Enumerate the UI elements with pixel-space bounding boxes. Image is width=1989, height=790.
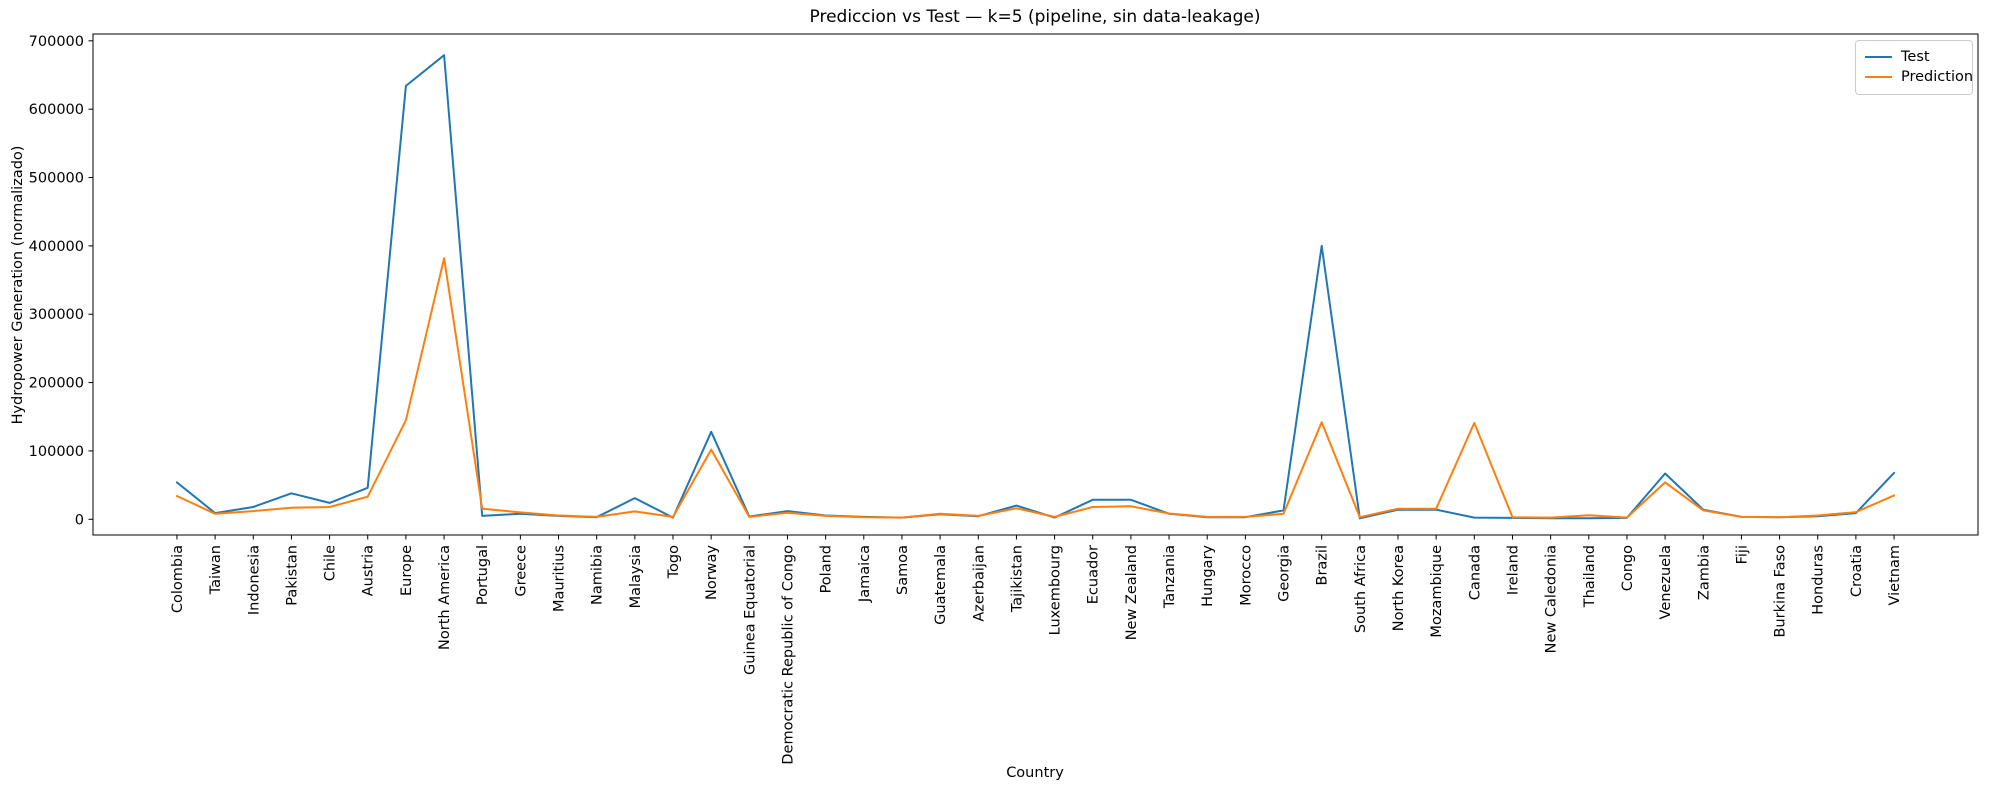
x-tick-label: Mozambique	[1429, 545, 1445, 638]
legend-item-test: Test	[1865, 47, 1963, 67]
legend-label-prediction: Prediction	[1901, 69, 1974, 85]
x-tick-label: Ireland	[1505, 545, 1521, 595]
x-tick-label: Croatia	[1849, 545, 1865, 597]
x-tick-label: Congo	[1620, 545, 1636, 591]
legend: Test Prediction	[1855, 40, 1973, 95]
x-tick-label: Luxembourg	[1048, 545, 1064, 635]
x-tick-label: Norway	[704, 545, 720, 600]
x-tick-label: Brazil	[1315, 545, 1331, 585]
x-tick-label: Jamaica	[857, 545, 873, 603]
x-tick-label: Tajikistan	[1009, 545, 1025, 613]
x-tick-label: Ecuador	[1086, 545, 1102, 604]
y-tick-label: 700000	[29, 34, 84, 50]
x-tick-label: North America	[437, 545, 453, 650]
axes-frame	[92, 33, 1979, 536]
x-tick-label: Poland	[819, 545, 835, 593]
x-tick-label: Vietnam	[1887, 545, 1903, 605]
x-tick-label: Canada	[1467, 545, 1483, 600]
x-tick-label: Greece	[513, 545, 529, 597]
x-tick-label: Taiwan	[208, 545, 224, 595]
x-tick-label: Azerbaijan	[971, 545, 987, 622]
x-tick-label: Hungary	[1200, 545, 1216, 607]
x-tick-label: Zambia	[1696, 545, 1712, 600]
y-tick-label: 100000	[29, 444, 84, 460]
series-line-test	[175, 54, 1896, 520]
x-tick-label: Fiji	[1734, 545, 1750, 564]
x-tick-label: Honduras	[1811, 545, 1827, 615]
x-tick-label: Guatemala	[933, 545, 949, 625]
series-line-prediction	[175, 257, 1896, 519]
y-tick-label: 400000	[29, 239, 84, 255]
legend-item-prediction: Prediction	[1865, 67, 1973, 87]
x-tick-label: New Zealand	[1124, 545, 1140, 640]
x-tick-label: Malaysia	[628, 545, 644, 608]
x-tick-label: Tanzania	[1162, 545, 1178, 609]
x-tick-label: Pakistan	[284, 545, 300, 606]
x-tick-label: Togo	[666, 545, 682, 579]
y-tick-label: 0	[75, 512, 84, 528]
x-tick-label: Indonesia	[246, 545, 262, 615]
x-tick-label: Mauritius	[552, 545, 568, 612]
y-tick-label: 600000	[29, 102, 84, 118]
x-tick-label: New Caledonia	[1544, 545, 1560, 653]
x-tick-label: Thailand	[1582, 545, 1598, 608]
x-tick-label: Chile	[323, 545, 339, 581]
x-axis-label: Country	[1006, 765, 1064, 781]
test-line-swatch	[1865, 56, 1892, 58]
x-tick-label: North Korea	[1391, 545, 1407, 631]
chart-title: Prediccion vs Test — k=5 (pipeline, sin …	[810, 7, 1261, 27]
y-axis-label: Hydropower Generation (normalizado)	[10, 146, 26, 425]
x-tick-label: Venezuela	[1658, 545, 1674, 619]
x-tick-label: South Africa	[1353, 545, 1369, 633]
x-tick-label: Samoa	[895, 545, 911, 595]
x-tick-label: Burkina Faso	[1773, 545, 1789, 638]
y-tick-label: 500000	[29, 171, 84, 187]
x-tick-label: Morocco	[1238, 545, 1254, 606]
x-tick-label: Democratic Republic of Congo	[780, 545, 796, 765]
x-tick-label: Europe	[399, 545, 415, 596]
x-tick-label: Portugal	[475, 545, 491, 605]
x-tick-label: Austria	[361, 545, 377, 596]
x-tick-label: Colombia	[170, 545, 186, 613]
x-tick-label: Guinea Equatorial	[742, 545, 758, 675]
prediction-line-swatch	[1865, 76, 1892, 78]
x-tick-label: Georgia	[1277, 545, 1293, 602]
y-tick-label: 300000	[29, 307, 84, 323]
legend-label-test: Test	[1901, 49, 1930, 65]
y-tick-label: 200000	[29, 376, 84, 392]
x-tick-label: Namibia	[590, 545, 606, 605]
